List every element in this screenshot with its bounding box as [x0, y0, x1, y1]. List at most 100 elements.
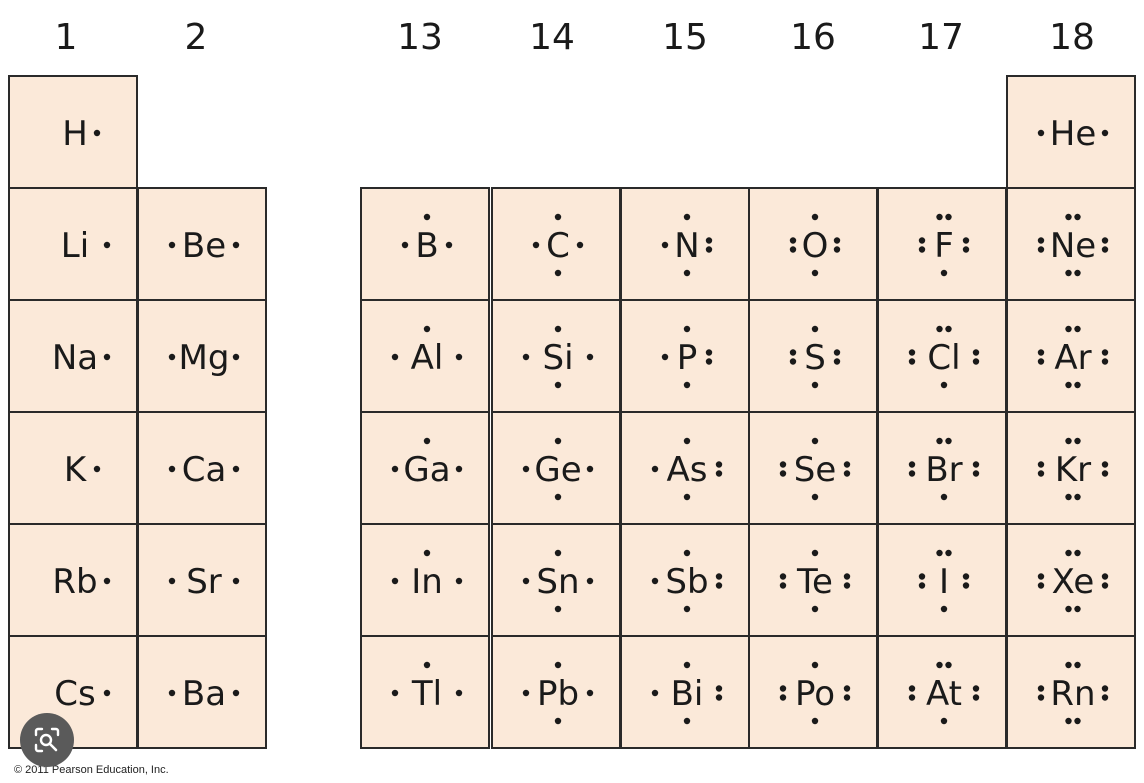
valence-electron-dot [1065, 325, 1072, 333]
element-cell-ca: Ca [137, 411, 267, 525]
lewis-structure-tl: Tl [391, 661, 463, 714]
lewis-structure-sb: Sb [651, 549, 723, 613]
lewis-structure-s: S [789, 325, 841, 389]
valence-electron-dot [554, 605, 562, 613]
element-cell-k: K [8, 411, 138, 525]
element-symbol: C [546, 226, 570, 266]
valence-electron-dot [683, 437, 691, 445]
valence-electron-dot [1065, 269, 1072, 277]
valence-electron-dot [715, 582, 723, 589]
valence-electron-dot [554, 381, 562, 389]
valence-electron-dot [1074, 381, 1081, 389]
element-cell-sr: Sr [137, 523, 267, 637]
valence-electron-dot [1065, 437, 1072, 445]
valence-electron-dot [940, 605, 948, 613]
element-symbol: Ba [182, 674, 226, 714]
valence-electron-dot [683, 381, 691, 389]
element-symbol: Mg [179, 338, 230, 378]
element-symbol: Na [52, 338, 98, 378]
element-cell-rb: Rb [8, 523, 138, 637]
valence-electron-dot [554, 325, 562, 333]
valence-electron-dot [1101, 470, 1109, 477]
valence-electron-dot [908, 685, 916, 692]
valence-electron-dot [103, 689, 111, 697]
valence-electron-dot [1101, 582, 1109, 589]
element-cell-s: S [748, 299, 878, 413]
valence-electron-dot [391, 689, 399, 697]
valence-electron-dot [945, 549, 952, 557]
lewis-structure-ar: Ar [1037, 325, 1109, 389]
element-symbol: Kr [1055, 450, 1091, 490]
element-cell-ne: Ne [1006, 187, 1136, 301]
valence-electron-dot [972, 358, 980, 365]
lewis-structure-as: As [651, 437, 723, 501]
valence-electron-dot [1065, 549, 1072, 557]
valence-electron-dot [945, 213, 952, 221]
lens-search-button[interactable] [20, 713, 74, 767]
valence-electron-dot [1065, 661, 1072, 669]
valence-electron-dot [423, 213, 431, 221]
valence-electron-dot [779, 573, 787, 580]
valence-electron-dot [705, 358, 713, 365]
valence-electron-dot [936, 661, 943, 669]
lewis-structure-be: Be [168, 226, 240, 266]
element-symbol: Br [925, 450, 962, 490]
valence-electron-dot [789, 358, 797, 365]
valence-electron-dot [103, 353, 111, 361]
lewis-structure-sr: Sr [168, 562, 240, 602]
valence-electron-dot [945, 437, 952, 445]
element-cell-xe: Xe [1006, 523, 1136, 637]
valence-electron-dot [1037, 237, 1045, 244]
valence-electron-dot [651, 689, 659, 697]
valence-electron-dot [554, 493, 562, 501]
lewis-structure-ba: Ba [168, 674, 240, 714]
element-symbol: Cs [54, 674, 95, 714]
valence-electron-dot [168, 465, 176, 473]
valence-electron-dot [522, 577, 530, 585]
valence-electron-dot [1037, 246, 1045, 253]
valence-electron-dot [103, 577, 111, 585]
valence-electron-dot [1037, 582, 1045, 589]
valence-electron-dot [940, 269, 948, 277]
valence-electron-dot [843, 461, 851, 468]
valence-electron-dot [843, 582, 851, 589]
valence-electron-dot [1101, 246, 1109, 253]
valence-electron-dot [705, 349, 713, 356]
valence-electron-dot [962, 237, 970, 244]
element-symbol: At [926, 674, 962, 714]
element-cell-tl: Tl [360, 635, 490, 749]
valence-electron-dot [455, 577, 463, 585]
lewis-structure-kr: Kr [1037, 437, 1109, 501]
group-label-18: 18 [1049, 17, 1095, 58]
valence-electron-dot [833, 246, 841, 253]
element-cell-n: N [620, 187, 750, 301]
valence-electron-dot [1074, 717, 1081, 725]
valence-electron-dot [908, 470, 916, 477]
valence-electron-dot [423, 437, 431, 445]
lewis-structure-bi: Bi [651, 661, 723, 725]
valence-electron-dot [683, 269, 691, 277]
valence-electron-dot [1065, 381, 1072, 389]
element-cell-bi: Bi [620, 635, 750, 749]
element-symbol: F [934, 226, 954, 266]
valence-electron-dot [455, 353, 463, 361]
element-cell-se: Se [748, 411, 878, 525]
valence-electron-dot [843, 694, 851, 701]
lewis-structure-at: At [908, 661, 980, 725]
element-cell-be: Be [137, 187, 267, 301]
lewis-structure-i: I [918, 549, 970, 613]
element-symbol: Ga [403, 450, 450, 490]
lewis-structure-ga: Ga [391, 437, 463, 490]
valence-electron-dot [811, 605, 819, 613]
valence-electron-dot [1037, 129, 1045, 137]
element-symbol: Ge [534, 450, 581, 490]
element-cell-o: O [748, 187, 878, 301]
valence-electron-dot [1037, 685, 1045, 692]
valence-electron-dot [401, 241, 409, 249]
valence-electron-dot [168, 241, 176, 249]
valence-electron-dot [1074, 661, 1081, 669]
valence-electron-dot [1037, 349, 1045, 356]
valence-electron-dot [661, 241, 669, 249]
copyright-text: © 2011 Pearson Education, Inc. [14, 764, 169, 776]
valence-electron-dot [522, 353, 530, 361]
